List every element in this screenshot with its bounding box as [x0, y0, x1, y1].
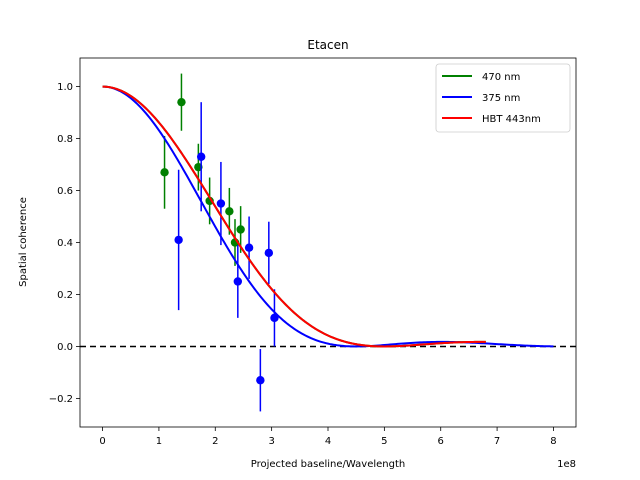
model-curve-375-nm: [102, 85, 554, 348]
plot-area: [80, 73, 576, 412]
chart-title: Etacen: [307, 38, 348, 52]
data-point-375-nm: [264, 248, 274, 258]
x-tick-label: 3: [268, 436, 274, 447]
x-axis: 0 1 2 3 4 5 6 7 8: [99, 427, 557, 447]
x-tick-label: 2: [212, 436, 218, 447]
data-point-470-nm: [177, 97, 186, 107]
legend-label-hbt-443nm: HBT 443nm: [482, 114, 541, 125]
y-tick-label: −0.2: [49, 394, 73, 405]
y-tick-label: 0.6: [57, 186, 73, 197]
x-tick-label: 5: [381, 436, 387, 447]
data-point-375-nm: [270, 313, 279, 323]
x-tick-label: 4: [325, 436, 331, 447]
y-tick-label: 0.4: [57, 238, 73, 249]
legend-box: [435, 63, 571, 133]
x-tick-label: 0: [99, 436, 105, 447]
legend-label-375nm: 375 nm: [482, 93, 520, 104]
data-point-375-nm: [256, 376, 265, 385]
data-point-375-nm: [244, 243, 254, 252]
data-point-470-nm: [205, 196, 214, 206]
legend-label-470nm: 470 nm: [482, 72, 520, 83]
x-axis-label: Projected baseline/Wavelength: [251, 459, 405, 470]
data-point-470-nm: [160, 168, 169, 177]
y-axis: −0.2 0.0 0.2 0.4 0.6 0.8 1.0: [49, 82, 80, 405]
legend: 470 nm 375 nm HBT 443nm: [435, 63, 571, 133]
data-point-375-nm: [233, 277, 243, 286]
x-tick-label: 8: [550, 436, 556, 447]
data-point-470-nm: [236, 225, 245, 234]
x-axis-multiplier: 1e8: [557, 459, 576, 470]
data-point-470-nm: [225, 207, 234, 216]
data-point-375-nm: [216, 199, 226, 208]
x-tick-label: 1: [156, 436, 162, 447]
data-point-375-nm: [196, 152, 206, 161]
y-tick-label: 0.8: [57, 134, 73, 145]
y-tick-label: 0.2: [57, 290, 73, 301]
x-tick-label: 7: [494, 436, 500, 447]
y-tick-label: 1.0: [57, 82, 73, 93]
y-axis-label: Spatial coherence: [18, 197, 29, 287]
x-tick-label: 6: [438, 436, 444, 447]
y-tick-label: 0.0: [57, 342, 73, 353]
model-curve-hbt-443nm: [102, 85, 486, 348]
data-point-375-nm: [174, 235, 183, 245]
